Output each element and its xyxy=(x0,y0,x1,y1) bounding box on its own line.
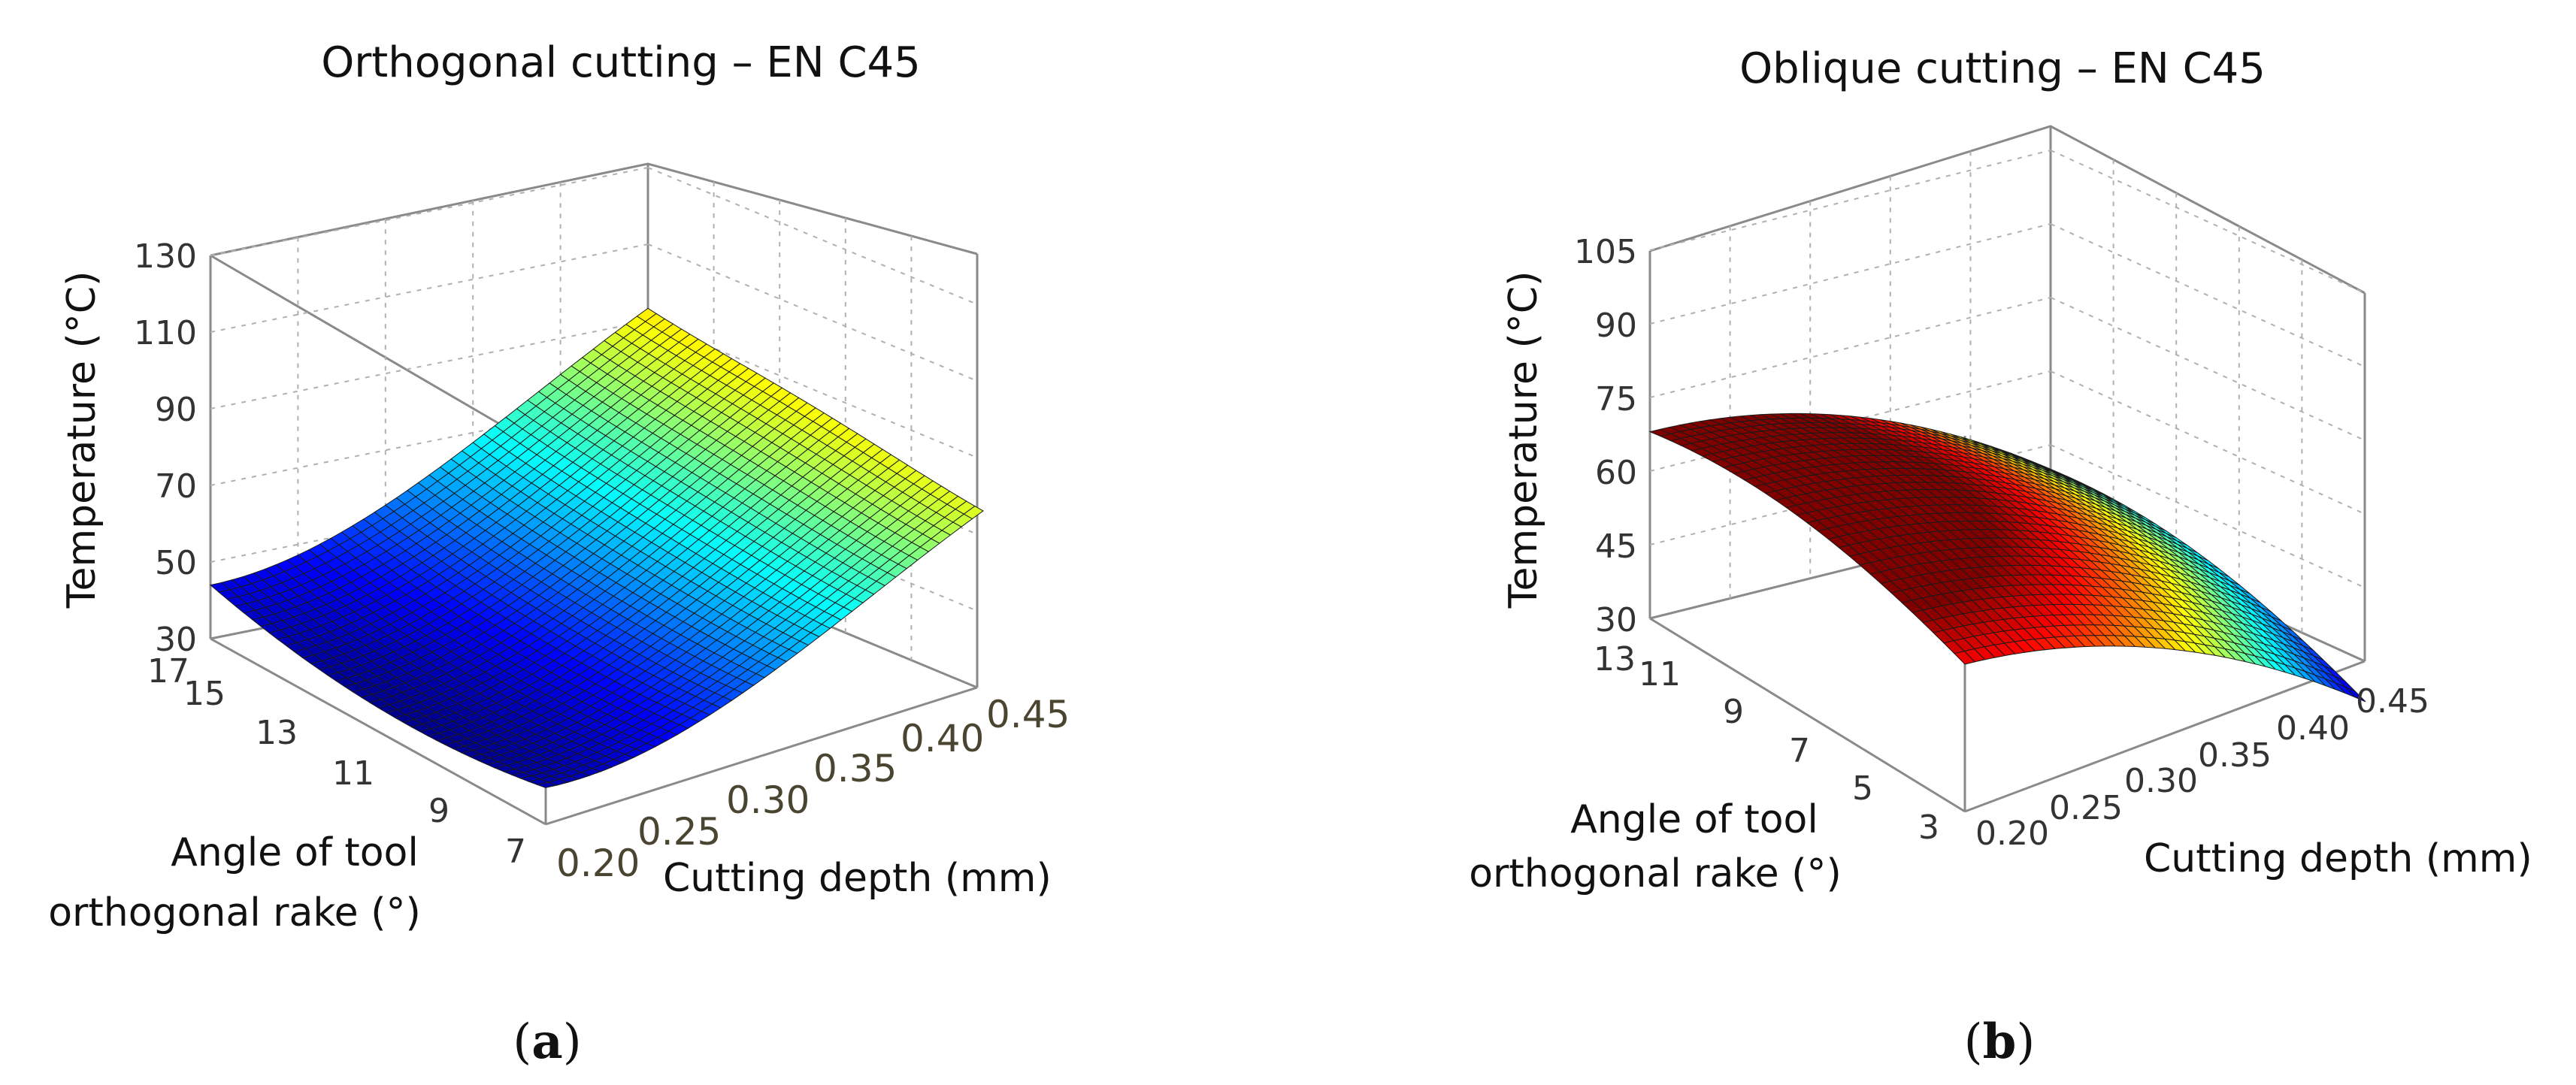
chart-b-x-tick: 0.30 xyxy=(2124,762,2198,800)
chart-b-z-tick: 60 xyxy=(1595,454,1637,492)
gridline xyxy=(1649,150,2051,251)
chart-b-y-label-line2: orthogonal rake (°) xyxy=(1469,851,1842,896)
gridline xyxy=(210,243,649,333)
gridline xyxy=(2050,370,2366,515)
chart-a-x-label: Cutting depth (mm) xyxy=(663,856,1052,901)
gridline xyxy=(2050,150,2366,294)
chart-b-y-tick: 13 xyxy=(1594,640,1636,679)
chart-a-x-tick: 0.40 xyxy=(901,717,984,760)
chart-b-panel-label: (b) xyxy=(1964,1014,2036,1070)
chart-b-y-tick: 11 xyxy=(1639,655,1681,694)
chart-a: Orthogonal cutting – EN C45 30 50 70 90 … xyxy=(48,38,1070,1070)
chart-b-y-tick: 7 xyxy=(1789,732,1810,770)
chart-b-x-tick: 0.40 xyxy=(2276,709,2350,748)
chart-b-z-tick: 105 xyxy=(1574,233,1637,271)
chart-a-z-tick: 110 xyxy=(134,314,197,352)
chart-a-y-tick: 9 xyxy=(428,792,450,830)
chart-a-z-tick: 70 xyxy=(155,467,197,506)
gridline xyxy=(647,243,978,382)
chart-b-surface xyxy=(1648,413,2366,703)
chart-b-y-tick: 9 xyxy=(1723,693,1744,731)
gridline xyxy=(1649,297,2051,398)
chart-b-title: Oblique cutting – EN C45 xyxy=(1739,44,2266,93)
gridline xyxy=(647,167,978,305)
chart-b-y-tick: 5 xyxy=(1852,769,1873,808)
chart-b-z-tick: 75 xyxy=(1595,380,1637,419)
chart-a-z-tick: 130 xyxy=(134,237,197,276)
surface-patch xyxy=(536,781,558,788)
chart-b-x-label: Cutting depth (mm) xyxy=(2144,836,2532,881)
chart-a-y-label-line1: Angle of tool xyxy=(171,830,419,875)
chart-b-x-tick: 0.25 xyxy=(2049,789,2123,827)
chart-a-panel-letter: a xyxy=(531,1014,562,1070)
gridline xyxy=(2050,223,2366,367)
chart-a-z-tick: 90 xyxy=(155,391,197,429)
chart-b-y-tick: 3 xyxy=(1918,808,1939,847)
chart-b-z-label: Temperature (°C) xyxy=(1501,271,1546,609)
chart-b-x-ticks: 0.20 0.25 0.30 0.35 0.40 0.45 xyxy=(1975,682,2429,853)
chart-a-y-tick: 11 xyxy=(332,754,374,793)
chart-b-panel-letter: b xyxy=(1983,1014,2017,1070)
chart-a-y-tick: 13 xyxy=(256,714,298,752)
chart-a-z-ticks: 30 50 70 90 110 130 xyxy=(134,237,197,659)
chart-a-y-tick: 7 xyxy=(505,833,526,871)
svg-text:(a): (a) xyxy=(513,1014,581,1070)
chart-b-x-tick: 0.45 xyxy=(2356,682,2429,721)
chart-a-x-tick: 0.35 xyxy=(813,747,897,790)
chart-a-panel-label: (a) xyxy=(513,1014,581,1070)
chart-a-x-tick: 0.25 xyxy=(637,810,721,854)
chart-b-y-label-line1: Angle of tool xyxy=(1570,797,1818,842)
gridline xyxy=(210,167,649,256)
chart-a-y-ticks: 17 15 13 11 9 7 xyxy=(147,652,526,871)
chart-b-z-tick: 30 xyxy=(1595,601,1637,639)
chart-b-z-ticks: 30 45 60 75 90 105 xyxy=(1574,233,1637,639)
chart-b-z-tick: 45 xyxy=(1595,527,1637,566)
gridline xyxy=(1649,223,2051,325)
gridline xyxy=(647,320,978,458)
chart-a-x-ticks: 0.20 0.25 0.30 0.35 0.40 0.45 xyxy=(556,693,1070,885)
gridline xyxy=(2050,297,2366,441)
chart-a-x-tick: 0.45 xyxy=(986,693,1070,736)
gridline xyxy=(647,473,978,612)
chart-b: Oblique cutting – EN C45 30 45 60 75 90 … xyxy=(1469,44,2532,1070)
chart-a-z-label: Temperature (°C) xyxy=(59,271,104,609)
surface-patch xyxy=(2344,686,2366,703)
svg-text:(b): (b) xyxy=(1964,1014,2036,1070)
chart-a-title: Orthogonal cutting – EN C45 xyxy=(321,38,921,87)
chart-b-y-ticks: 13 11 9 7 5 3 xyxy=(1594,640,1939,847)
chart-a-x-tick: 0.20 xyxy=(556,842,640,885)
chart-a-surface xyxy=(209,307,984,788)
chart-a-z-tick: 50 xyxy=(155,544,197,582)
chart-a-y-tick: 17 xyxy=(147,652,189,691)
gridline xyxy=(210,320,649,410)
chart-b-x-tick: 0.35 xyxy=(2198,736,2272,775)
chart-b-x-tick: 0.20 xyxy=(1975,815,2049,853)
chart-a-z-tick: 30 xyxy=(155,621,197,659)
chart-a-y-label-line2: orthogonal rake (°) xyxy=(48,890,421,935)
chart-a-y-tick: 15 xyxy=(183,675,226,713)
chart-b-z-tick: 90 xyxy=(1595,307,1637,345)
chart-a-x-tick: 0.30 xyxy=(726,778,810,822)
gridline xyxy=(2050,444,2366,588)
